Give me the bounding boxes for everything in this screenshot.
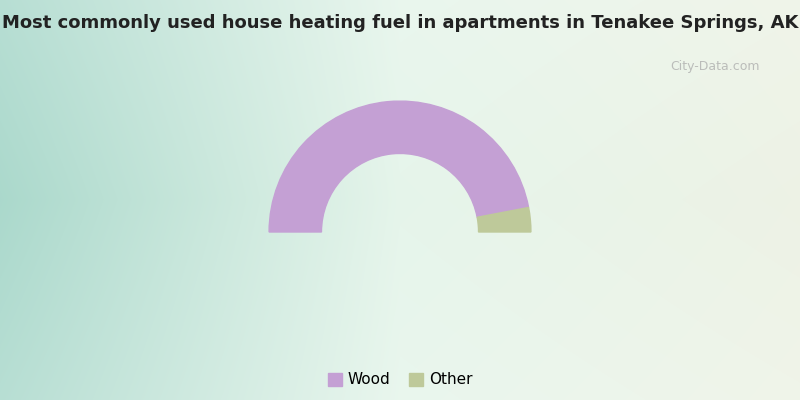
Text: City-Data.com: City-Data.com <box>670 60 760 73</box>
Wedge shape <box>477 208 531 232</box>
Legend: Wood, Other: Wood, Other <box>322 366 478 394</box>
Wedge shape <box>269 101 529 232</box>
Text: Most commonly used house heating fuel in apartments in Tenakee Springs, AK: Most commonly used house heating fuel in… <box>2 14 798 32</box>
